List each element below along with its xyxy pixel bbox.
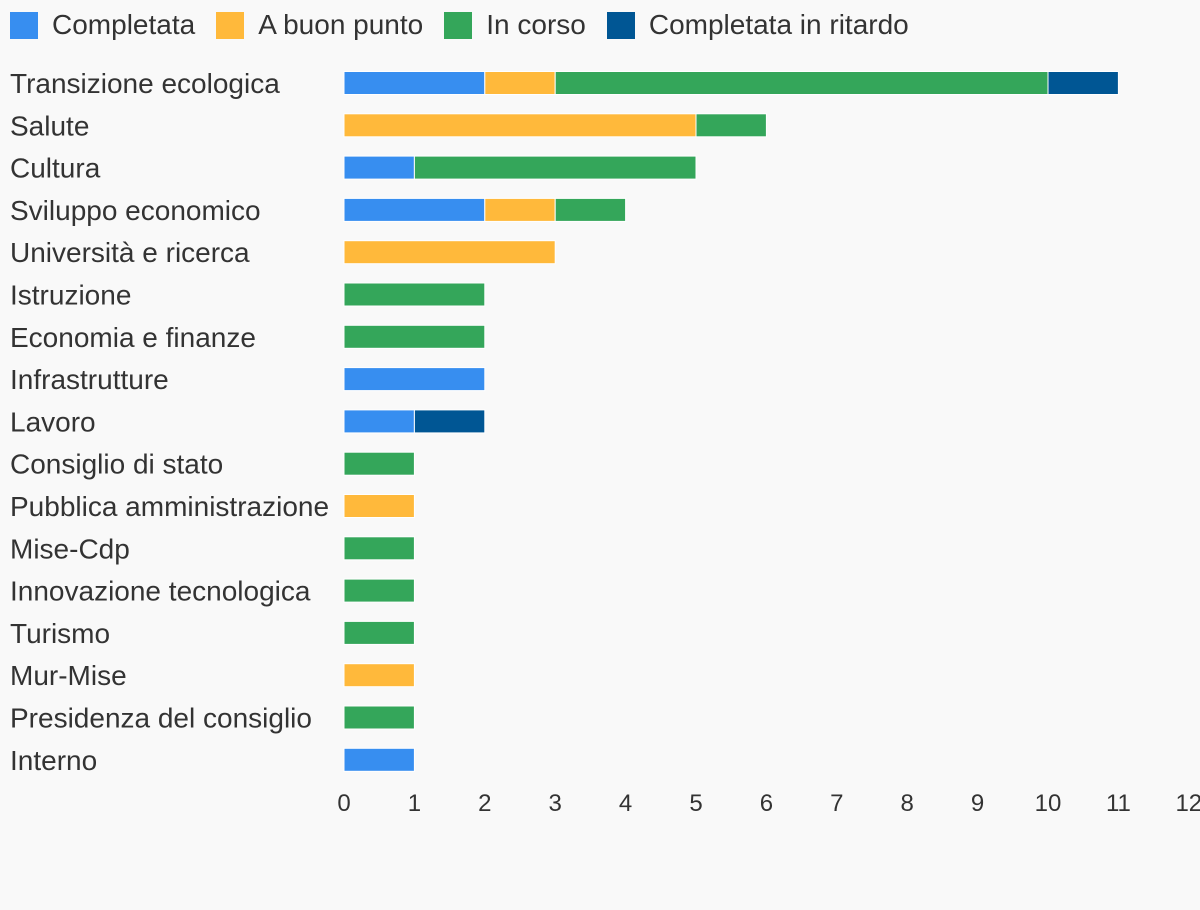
category-label: Cultura xyxy=(10,153,101,184)
legend-label-in-corso: In corso xyxy=(486,9,586,40)
x-axis-ticks: 0 1 2 3 4 5 6 7 8 9 10 11 12 xyxy=(337,790,1200,817)
x-tick-label: 9 xyxy=(971,790,984,817)
category-label: Infrastrutture xyxy=(10,364,169,395)
category-labels: Transizione ecologica Salute Cultura Svilup… xyxy=(10,68,329,776)
legend-item-completata: Completata xyxy=(10,9,195,41)
x-tick-label: 4 xyxy=(619,790,632,817)
bar-segment xyxy=(1047,71,1119,95)
legend-swatch-completata-in-ritardo xyxy=(606,11,635,39)
bar-segment xyxy=(413,409,486,434)
bar-segment xyxy=(695,113,767,138)
bar-segment xyxy=(343,705,415,730)
bar-segment xyxy=(554,71,1049,95)
category-label: Mise-Cdp xyxy=(10,533,130,564)
bar-segment xyxy=(343,663,415,688)
category-label: Università e ricerca xyxy=(10,237,250,268)
bar-segment xyxy=(343,155,415,180)
x-tick-label: 3 xyxy=(549,790,562,817)
bar-segment xyxy=(484,197,556,222)
legend-swatch-in-corso xyxy=(444,11,473,39)
bar-segment xyxy=(343,578,415,603)
bar-segment xyxy=(343,113,697,138)
x-tick-label: 7 xyxy=(830,790,843,817)
x-tick-label: 6 xyxy=(760,790,773,817)
category-label: Transizione ecologica xyxy=(10,68,280,99)
bar-segment xyxy=(343,620,415,645)
bar-segment xyxy=(343,324,486,349)
legend: Completata A buon punto In corso Complet… xyxy=(10,9,930,41)
x-tick-label: 1 xyxy=(408,790,421,817)
bar-segment xyxy=(413,155,697,180)
category-label: Pubblica amministrazione xyxy=(10,491,329,522)
bar-segment xyxy=(343,240,556,265)
bar-segment xyxy=(343,451,415,476)
bar-segment xyxy=(554,197,627,222)
bar-segment xyxy=(343,536,415,561)
category-label: Lavoro xyxy=(10,406,96,437)
x-tick-label: 5 xyxy=(689,790,702,817)
category-label: Turismo xyxy=(10,618,110,649)
bar-segment xyxy=(343,71,486,95)
x-tick-label: 8 xyxy=(901,790,914,817)
legend-item-completata-in-ritardo: Completata in ritardo xyxy=(606,9,909,41)
legend-item-in-corso: In corso xyxy=(444,9,586,41)
x-tick-label: 12 xyxy=(1175,790,1200,817)
bar-segment xyxy=(343,409,415,434)
legend-swatch-completata xyxy=(10,11,38,39)
category-label: Innovazione tecnologica xyxy=(10,576,311,607)
category-label: Salute xyxy=(10,110,89,141)
x-tick-label: 11 xyxy=(1106,790,1131,817)
category-label: Economia e finanze xyxy=(10,322,256,353)
legend-label-a-buon-punto: A buon punto xyxy=(258,9,424,40)
category-label: Istruzione xyxy=(10,280,131,311)
x-tick-label: 2 xyxy=(478,790,491,817)
bar-segment xyxy=(343,282,486,307)
legend-swatch-a-buon-punto xyxy=(216,11,245,39)
category-label: Mur-Mise xyxy=(10,660,127,691)
bar-segment xyxy=(343,197,486,222)
bar-segment xyxy=(343,494,415,518)
x-tick-label: 10 xyxy=(1035,790,1062,817)
category-label: Consiglio di stato xyxy=(10,449,223,480)
legend-item-a-buon-punto: A buon punto xyxy=(216,9,423,41)
x-tick-label: 0 xyxy=(337,790,350,817)
category-label: Interno xyxy=(10,745,97,776)
legend-label-completata-in-ritardo: Completata in ritardo xyxy=(648,9,909,40)
category-label: Presidenza del consiglio xyxy=(10,703,312,734)
legend-label-completata: Completata xyxy=(52,9,196,40)
bar-segment xyxy=(484,71,556,95)
bar-segment xyxy=(343,367,486,392)
bar-segment xyxy=(343,747,415,772)
category-label: Sviluppo economico xyxy=(10,195,261,226)
bars xyxy=(343,71,1119,772)
